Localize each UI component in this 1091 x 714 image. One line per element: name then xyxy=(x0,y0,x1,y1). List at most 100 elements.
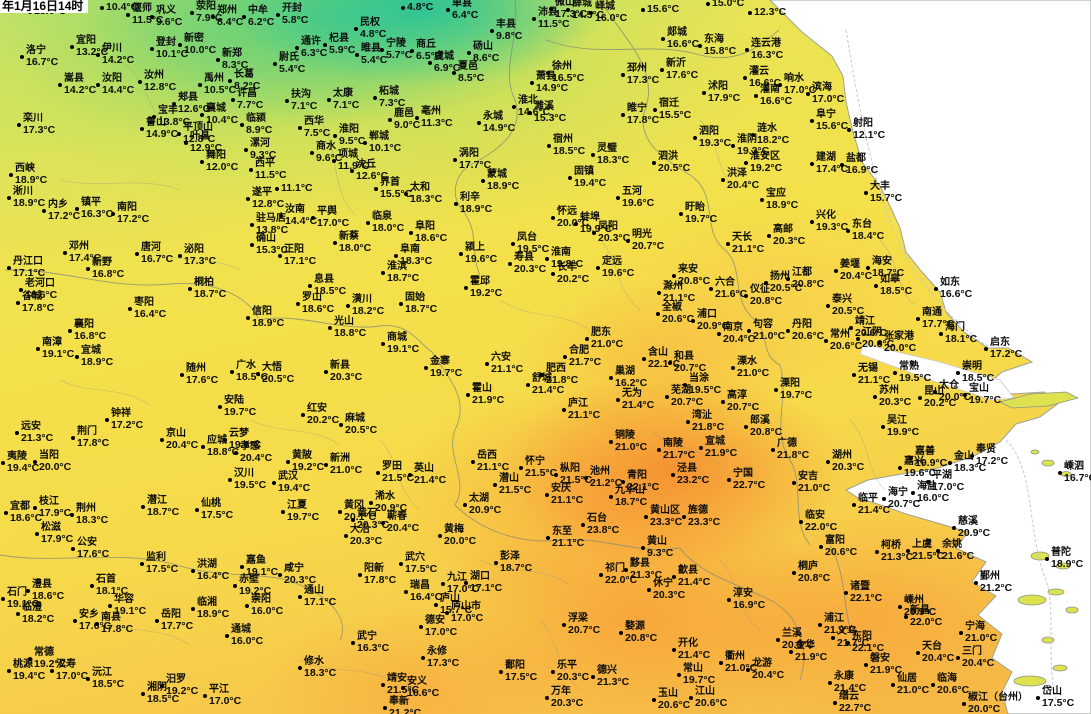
station-label: 金华 21.9°C xyxy=(789,640,827,663)
station-temperature: 17.0°C xyxy=(447,582,480,595)
station-dot-icon xyxy=(562,622,566,627)
station-name: 汝阳 xyxy=(102,73,122,84)
station-dot-icon xyxy=(568,175,572,180)
station-dot-icon xyxy=(875,549,879,554)
station-dot-icon xyxy=(381,520,385,525)
station-dot-icon xyxy=(246,315,250,320)
station-dot-icon xyxy=(672,647,676,652)
station-label: 浠水 20.9°C xyxy=(369,491,407,514)
station-temperature: 12.1°C xyxy=(853,128,886,141)
station-label: 歙县 21.4°C xyxy=(672,565,710,588)
station-name: 红安 xyxy=(307,403,327,414)
station-temperature: 14.4°C xyxy=(102,83,135,96)
station-temperature: 17.9°C xyxy=(39,506,72,519)
station-dot-icon xyxy=(747,328,751,333)
station-dot-icon xyxy=(178,253,182,258)
station-label: 湾沚 21.8°C xyxy=(686,410,724,433)
station-name: 临澧 xyxy=(22,602,42,613)
station-dot-icon xyxy=(956,655,960,660)
station-label: 夷陵 19.4°C xyxy=(1,451,39,474)
station-name: 安乡 xyxy=(79,609,99,620)
station-dot-icon xyxy=(424,365,428,370)
station-label: 开封 5.8°C xyxy=(276,3,308,26)
station-label: 谷城 17.8°C xyxy=(16,291,54,314)
station-temperature: 7.7°C xyxy=(237,98,264,111)
station-name: 椒江（台州） xyxy=(968,692,1028,703)
station-temperature: 17.7°C xyxy=(459,158,492,171)
station-label: 峄城 16.0°C xyxy=(589,1,627,24)
station-name: 淮南 xyxy=(551,247,571,258)
yangtze-river xyxy=(859,343,1015,401)
station-dot-icon xyxy=(374,186,378,191)
station-temperature: 18.9°C xyxy=(252,316,285,329)
station-name: 仙居 xyxy=(897,673,917,684)
station-dot-icon xyxy=(931,682,935,687)
station-name: 嵊州 xyxy=(904,595,924,606)
station-name: 阜南 xyxy=(400,244,420,255)
station-label: 湘阴 18.5°C xyxy=(141,682,179,705)
station-temperature: 11.5°C xyxy=(132,13,164,26)
station-name: 桐庐 xyxy=(798,561,818,572)
station-name: 黄山区 xyxy=(650,505,680,516)
station-name: 虞城 xyxy=(434,51,454,62)
station-label: 商丘 6.5°C xyxy=(410,39,442,62)
station-label: 临澧 18.2°C xyxy=(16,602,54,625)
station-temperature: 17.2°C xyxy=(48,209,81,222)
station-name: 蕲春 xyxy=(387,511,407,522)
station-name: 太康 xyxy=(333,88,353,99)
station-dot-icon xyxy=(721,399,725,404)
station-temperature: 16.4°C xyxy=(134,307,167,320)
station-dot-icon xyxy=(71,435,75,440)
station-dot-icon xyxy=(546,70,550,75)
station-dot-icon xyxy=(810,118,814,123)
station-label: 罗田 21.5°C xyxy=(376,461,414,484)
station-dot-icon xyxy=(428,60,432,65)
station-name: 宜阳 xyxy=(76,35,96,46)
station-dot-icon xyxy=(452,70,456,75)
station-name: 泗洪 xyxy=(658,151,678,162)
station-label: 砀山 8.6°C xyxy=(467,41,499,64)
station-name: 柯桥 xyxy=(881,540,901,551)
station-dot-icon xyxy=(128,306,132,311)
station-temperature: 14.9°C xyxy=(536,81,569,94)
station-dot-icon xyxy=(824,338,828,343)
station-temperature: 20.0°C xyxy=(968,702,1001,714)
station-name: 正阳 xyxy=(284,244,304,255)
station-label: 淅川 18.9°C xyxy=(7,186,46,209)
station-name: 溧阳 xyxy=(780,378,800,389)
station-name: 含山 xyxy=(648,347,668,358)
station-name: 永城 xyxy=(483,111,503,122)
station-label: 上虞 21.5°C xyxy=(906,539,944,562)
station-temperature: 17.0°C xyxy=(812,92,845,105)
station-label: 澧县 18.6°C xyxy=(26,579,65,602)
station-temperature: 20.8°C xyxy=(792,277,825,290)
station-name: 临湘 xyxy=(197,597,217,608)
station-temperature: 18.6°C xyxy=(32,589,65,602)
station-name: 新野 xyxy=(92,257,112,268)
station-temperature: 18.5°C xyxy=(92,677,125,690)
station-dot-icon xyxy=(223,437,227,442)
station-label: 义乌 21.7°C xyxy=(831,626,869,649)
station-temperature: 20.4°C xyxy=(723,332,756,345)
station-dot-icon xyxy=(126,12,130,17)
station-name: 岳西 xyxy=(477,450,497,461)
station-name: 遂平 xyxy=(252,187,272,198)
station-dot-icon xyxy=(906,548,910,553)
station-dot-icon xyxy=(279,213,283,218)
station-temperature: 16.0°C xyxy=(917,491,950,504)
station-temperature: 17.0°C xyxy=(425,625,458,638)
station-temperature: 20.8°C xyxy=(678,274,711,287)
station-dot-icon xyxy=(464,580,468,585)
station-temperature: 18.9°C xyxy=(13,196,46,209)
station-temperature: 21.3°C xyxy=(597,675,630,688)
station-dot-icon xyxy=(626,238,630,243)
station-temperature: 21.5°C xyxy=(560,473,593,486)
station-dot-icon xyxy=(141,691,145,696)
station-name: 利辛 xyxy=(460,192,480,203)
station-temperature: 19.1°C xyxy=(7,597,40,610)
station-temperature: 19.7°C xyxy=(780,388,813,401)
station-label: 缙云 22.7°C xyxy=(833,691,871,714)
station-name: 南阳 xyxy=(117,202,137,213)
station-name: 永康 xyxy=(834,671,854,682)
